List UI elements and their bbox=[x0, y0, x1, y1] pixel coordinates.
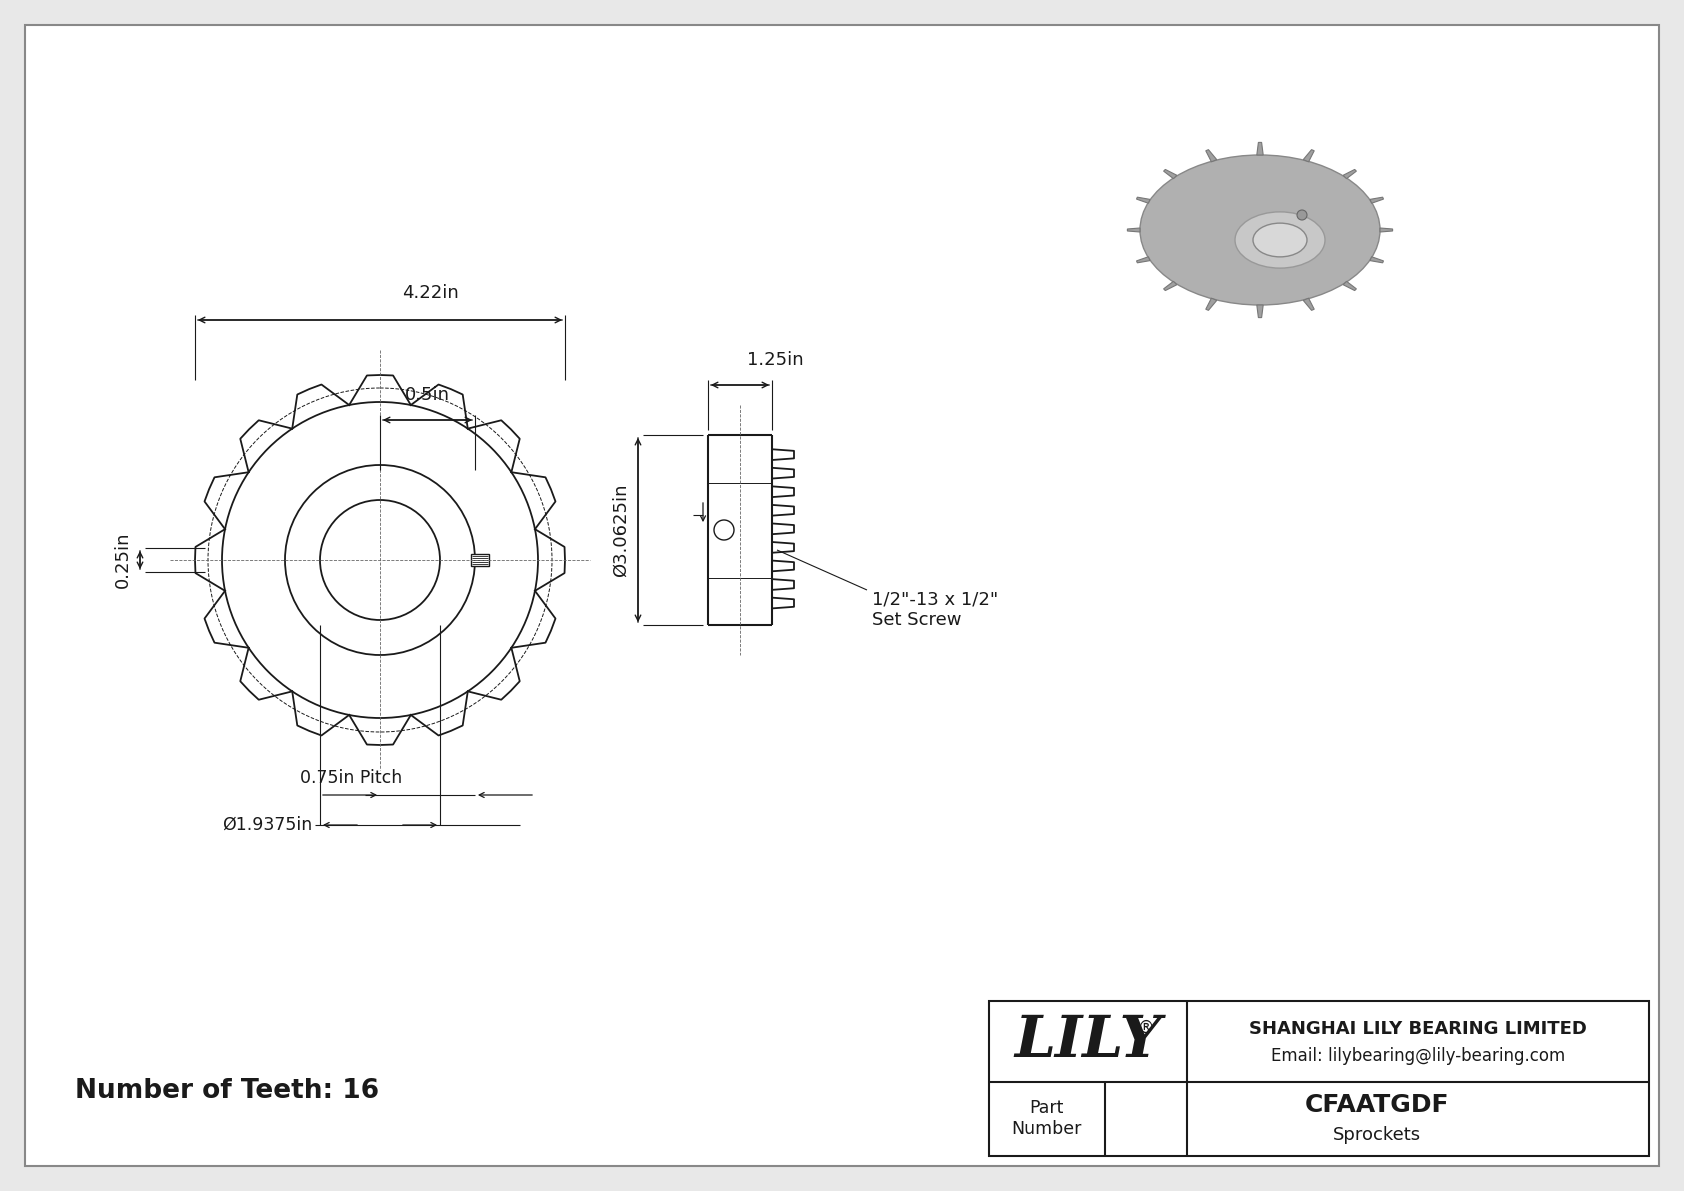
Ellipse shape bbox=[1234, 212, 1325, 268]
Text: SHANGHAI LILY BEARING LIMITED: SHANGHAI LILY BEARING LIMITED bbox=[1250, 1021, 1586, 1039]
Text: LILY: LILY bbox=[1014, 1014, 1162, 1070]
Polygon shape bbox=[1303, 298, 1314, 311]
Bar bbox=[989, 1000, 1649, 1156]
Text: 1.25in: 1.25in bbox=[746, 351, 803, 369]
Text: 1/2"-13 x 1/2"
Set Screw: 1/2"-13 x 1/2" Set Screw bbox=[872, 590, 999, 629]
Polygon shape bbox=[1256, 305, 1263, 318]
Polygon shape bbox=[1164, 281, 1177, 291]
Text: 0.25in: 0.25in bbox=[115, 531, 131, 588]
Text: ®: ® bbox=[1138, 1018, 1154, 1036]
Polygon shape bbox=[1206, 298, 1218, 311]
Ellipse shape bbox=[1253, 223, 1307, 257]
Ellipse shape bbox=[1140, 155, 1379, 305]
Polygon shape bbox=[1344, 169, 1356, 179]
Polygon shape bbox=[1379, 227, 1393, 232]
Polygon shape bbox=[1256, 143, 1263, 155]
Text: Ø3.0625in: Ø3.0625in bbox=[611, 484, 630, 576]
Polygon shape bbox=[1206, 150, 1218, 162]
Text: Email: lilybearing@lily-bearing.com: Email: lilybearing@lily-bearing.com bbox=[1271, 1047, 1564, 1065]
Text: Ø1.9375in: Ø1.9375in bbox=[222, 816, 312, 834]
Polygon shape bbox=[1344, 281, 1356, 291]
Polygon shape bbox=[1137, 257, 1150, 263]
Text: Number of Teeth: 16: Number of Teeth: 16 bbox=[76, 1078, 379, 1104]
Circle shape bbox=[1297, 210, 1307, 220]
Polygon shape bbox=[1137, 198, 1150, 204]
Polygon shape bbox=[1164, 169, 1177, 179]
Polygon shape bbox=[1303, 150, 1314, 162]
Polygon shape bbox=[1371, 198, 1384, 204]
Bar bbox=[472, 554, 488, 566]
Text: 0.75in Pitch: 0.75in Pitch bbox=[300, 769, 402, 787]
Text: 4.22in: 4.22in bbox=[401, 283, 458, 303]
Text: CFAATGDF: CFAATGDF bbox=[1305, 1093, 1448, 1117]
Text: Sprockets: Sprockets bbox=[1332, 1127, 1421, 1145]
Polygon shape bbox=[1127, 227, 1140, 232]
Text: 0.5in: 0.5in bbox=[404, 386, 450, 404]
Polygon shape bbox=[1371, 257, 1384, 263]
Text: Part
Number: Part Number bbox=[1012, 1099, 1081, 1139]
